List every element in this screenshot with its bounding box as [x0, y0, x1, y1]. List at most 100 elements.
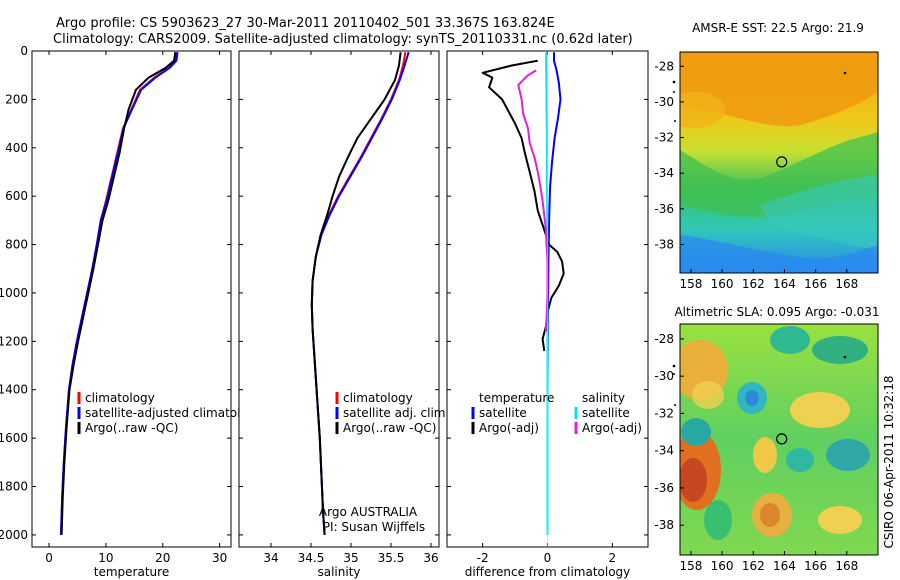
sst-track-dot [674, 120, 676, 122]
salinity-x-tick-label: 35.5 [378, 551, 405, 565]
difference-lines [481, 51, 565, 547]
salinity-x-axis-label: salinity [317, 565, 360, 579]
sla-float-position-marker [776, 433, 788, 445]
sst-lon-tick-label: 166 [804, 277, 827, 291]
temperature-x-tick-label: 0 [45, 551, 53, 565]
depth-tick-label: 1200 [0, 334, 28, 348]
sst-map-title: AMSR-E SST: 22.5 Argo: 21.9 [692, 21, 864, 35]
salinity-plot-frame [238, 50, 440, 548]
sst-lon-tick-label: 158 [679, 277, 702, 291]
figure-title-line-1: Argo profile: CS 5903623_27 30-Mar-2011 … [56, 16, 555, 31]
sla-track-dot [673, 373, 675, 375]
difference-temperature-legend-label: Argo(-adj) [479, 421, 539, 435]
depth-tick-label: 400 [5, 141, 28, 155]
depth-tick-label: 200 [5, 92, 28, 106]
sla-lat-tick-label: -30 [654, 369, 674, 383]
sla-lat-tick-label: -32 [654, 406, 674, 420]
sst-lon-tick-label: 168 [835, 277, 858, 291]
sla-lon-tick-label: 164 [773, 559, 796, 573]
salinity-lines [310, 51, 410, 535]
float-owner-annotation: Argo AUSTRALIA [319, 505, 418, 519]
salinity-series-line-3 [310, 52, 402, 535]
sla-lon-tick-label: 162 [742, 559, 765, 573]
sst-lon-tick-label: 164 [773, 277, 796, 291]
salinity-legend-label: satellite adj. clim. [343, 406, 449, 420]
salinity-profile-panel: 34 34.5 35 35.5 36 salinity climatologysatel… [238, 50, 449, 579]
side-timestamp: CSIRO 06-Apr-2011 10:32:18 [882, 375, 896, 548]
depth-tick-label: 1800 [0, 480, 28, 494]
temperature-legend-label: Argo(..raw -QC) [85, 421, 178, 435]
salinity-axes: 34 34.5 35 35.5 36 [239, 50, 439, 565]
difference-salinity-legend-label: Argo(-adj) [582, 421, 642, 435]
sst-lat-tick-label: -32 [654, 131, 674, 145]
sla-lat-tick-label: -28 [654, 332, 674, 346]
difference-x-axis-label: difference from climatology [465, 565, 631, 579]
sla-lon-tick-label: 160 [711, 559, 734, 573]
sla-map-title: Altimetric SLA: 0.095 Argo: -0.031 [674, 305, 879, 319]
difference-temperature-legend-label: satellite [479, 406, 527, 420]
sst-track-dot [843, 71, 847, 75]
salinity-x-tick-label: 34 [263, 551, 278, 565]
salinity-legend-label: climatology [343, 391, 413, 405]
difference-x-tick-label: 0 [544, 551, 552, 565]
depth-tick-label: 800 [5, 238, 28, 252]
sla-track-dot [672, 364, 676, 368]
temperature-x-tick-label: 30 [212, 551, 227, 565]
temperature-profile-panel: 0 10 20 30 0 200 400 600 800 1000 1200 1400 1600 1800… [0, 44, 263, 579]
sla-map-axes: 158 160 162 164 166 168 -28 -30 -32 -34 -36 -38 [654, 332, 858, 573]
salinity-x-tick-label: 36 [423, 551, 438, 565]
sst-lat-tick-label: -28 [654, 59, 674, 73]
sla-lat-tick-label: -38 [654, 518, 674, 532]
temperature-lines [60, 52, 179, 535]
depth-tick-label: 1000 [0, 286, 28, 300]
salinity-x-tick-label: 34.5 [298, 551, 325, 565]
difference-x-tick-label: 2 [609, 551, 617, 565]
sla-lat-tick-label: -34 [654, 444, 674, 458]
sla-lat-tick-label: -36 [654, 481, 674, 495]
temperature-legend-label: climatology [85, 391, 155, 405]
temperature-plot-frame [31, 50, 232, 548]
salinity-legend-label: Argo(..raw -QC) [343, 421, 436, 435]
sst-lat-tick-label: -30 [654, 95, 674, 109]
difference-salinity-legend-label: satellite [582, 406, 630, 420]
sla-field [680, 324, 878, 555]
salinity-x-tick-label: 35 [343, 551, 358, 565]
temperature-legend-label: satellite-adjusted climatology [85, 406, 263, 420]
figure-title-line-2: Climatology: CARS2009. Satellite-adjuste… [53, 32, 633, 47]
sla-track-dot [843, 355, 847, 359]
temperature-x-tick-label: 20 [155, 551, 170, 565]
sla-lon-tick-label: 158 [679, 559, 702, 573]
sst-lat-tick-label: -36 [654, 202, 674, 216]
temperature-series-line-3 [60, 52, 177, 535]
depth-tick-label: 0 [20, 44, 28, 58]
sst-field [680, 52, 878, 273]
difference-legend: temperaturesatelliteArgo(-adj)salinitysa… [471, 391, 642, 435]
temperature-x-tick-label: 10 [98, 551, 113, 565]
depth-tick-label: 1400 [0, 383, 28, 397]
difference-series-line-2 [481, 59, 565, 352]
difference-profile-panel: -2 0 2 difference from climatology tempera… [446, 50, 649, 579]
sst-track-dot [673, 91, 675, 93]
depth-tick-label: 2000 [0, 528, 28, 542]
depth-tick-label: 1600 [0, 431, 28, 445]
difference-temperature-legend-label: temperature [479, 391, 554, 405]
principal-investigator-annotation: PI: Susan Wijffels [323, 520, 425, 534]
sst-lon-tick-label: 162 [742, 277, 765, 291]
sla-track-dot [674, 404, 676, 406]
difference-x-tick-label: -2 [477, 551, 489, 565]
sst-float-position-marker [776, 156, 788, 168]
temperature-x-axis-label: temperature [94, 565, 169, 579]
temperature-axes: 0 10 20 30 0 200 400 600 800 1000 1200 1400 1600 1800… [0, 44, 231, 565]
sst-map-panel: AMSR-E SST: 22.5 Argo: 21.9 158 160 162 164… [654, 21, 879, 291]
sst-lat-tick-label: -34 [654, 166, 674, 180]
depth-tick-label: 600 [5, 189, 28, 203]
sst-lat-tick-label: -38 [654, 237, 674, 251]
sst-map-axes: 158 160 162 164 166 168 -28 -30 -32 -34 -36 -38 [654, 59, 858, 291]
sst-lon-tick-label: 160 [711, 277, 734, 291]
sst-track-dot [672, 80, 676, 84]
difference-salinity-legend-label: salinity [582, 391, 625, 405]
sla-lon-tick-label: 166 [804, 559, 827, 573]
